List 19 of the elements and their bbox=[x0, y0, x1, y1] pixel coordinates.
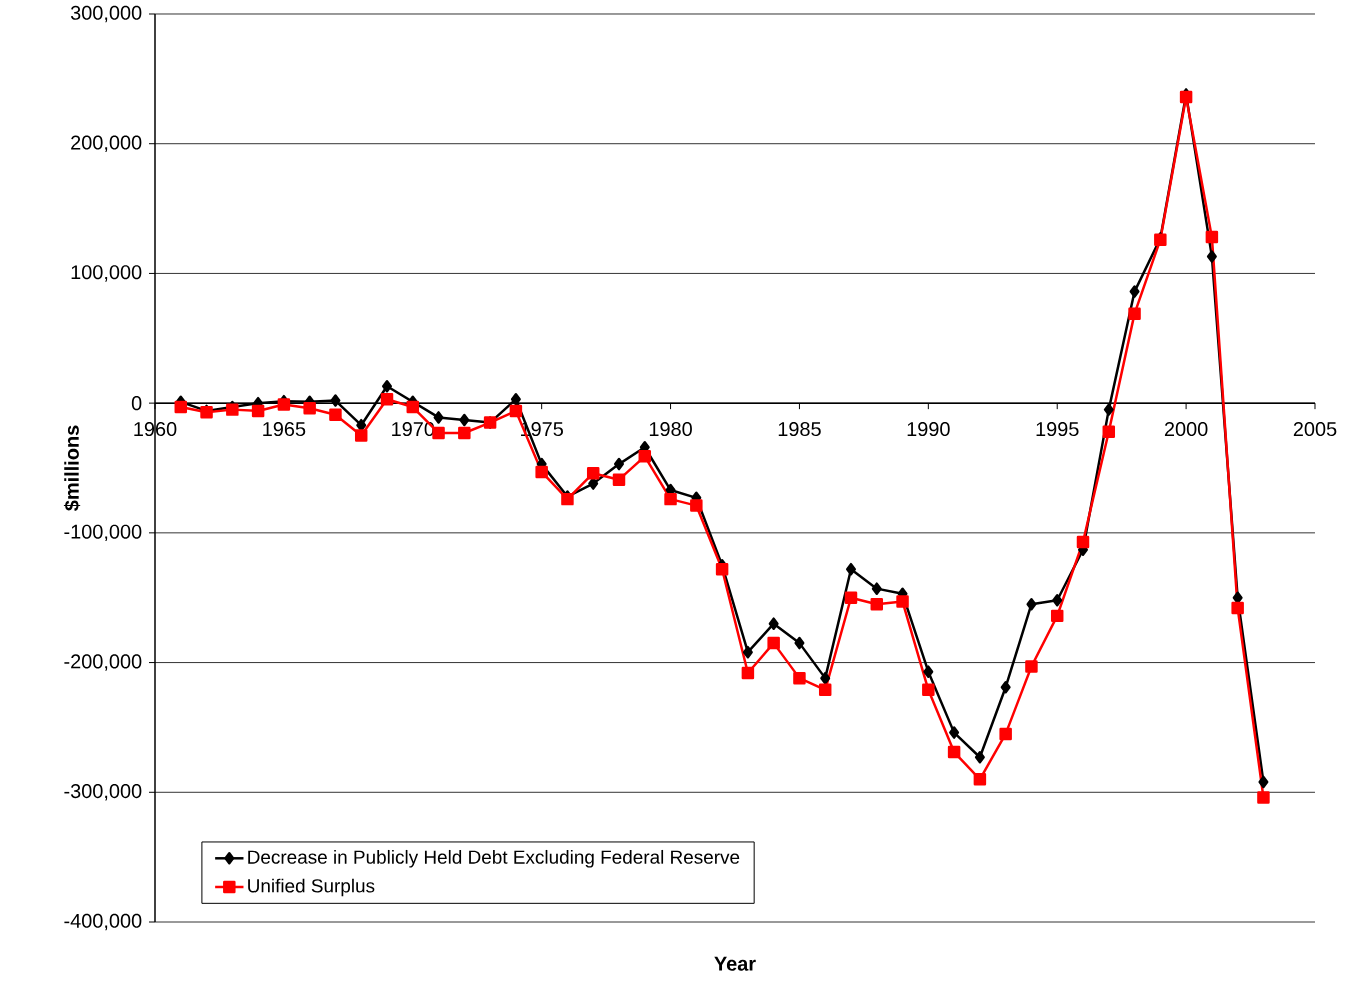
x-tick-label: 1995 bbox=[1036, 421, 1079, 437]
x-tick-label: 1990 bbox=[907, 421, 950, 437]
y-tick-label: 100,000 bbox=[71, 265, 142, 282]
x-axis-title: Year bbox=[714, 956, 756, 971]
x-tick-label: 2000 bbox=[1164, 421, 1208, 437]
legend-label: Unified Surplus bbox=[248, 878, 375, 897]
y-tick-label: -200,000 bbox=[64, 654, 142, 671]
y-tick-label: 300,000 bbox=[70, 5, 142, 23]
x-tick-label: 1980 bbox=[649, 421, 692, 437]
legend-label: Decrease in Publicly Held Debt Excluding Federal Reserve bbox=[248, 849, 740, 868]
y-tick-label: 0 bbox=[131, 396, 142, 411]
y-axis-title: $millions bbox=[63, 425, 81, 511]
y-tick-label: 200,000 bbox=[71, 135, 142, 152]
x-tick-label: 2005 bbox=[1293, 421, 1337, 437]
x-tick-label: 1965 bbox=[263, 421, 306, 437]
y-tick-label: -100,000 bbox=[64, 524, 142, 542]
x-tick-label: 1985 bbox=[778, 421, 821, 437]
y-tick-label: -400,000 bbox=[64, 913, 142, 931]
y-tick-label: -300,000 bbox=[64, 784, 142, 801]
